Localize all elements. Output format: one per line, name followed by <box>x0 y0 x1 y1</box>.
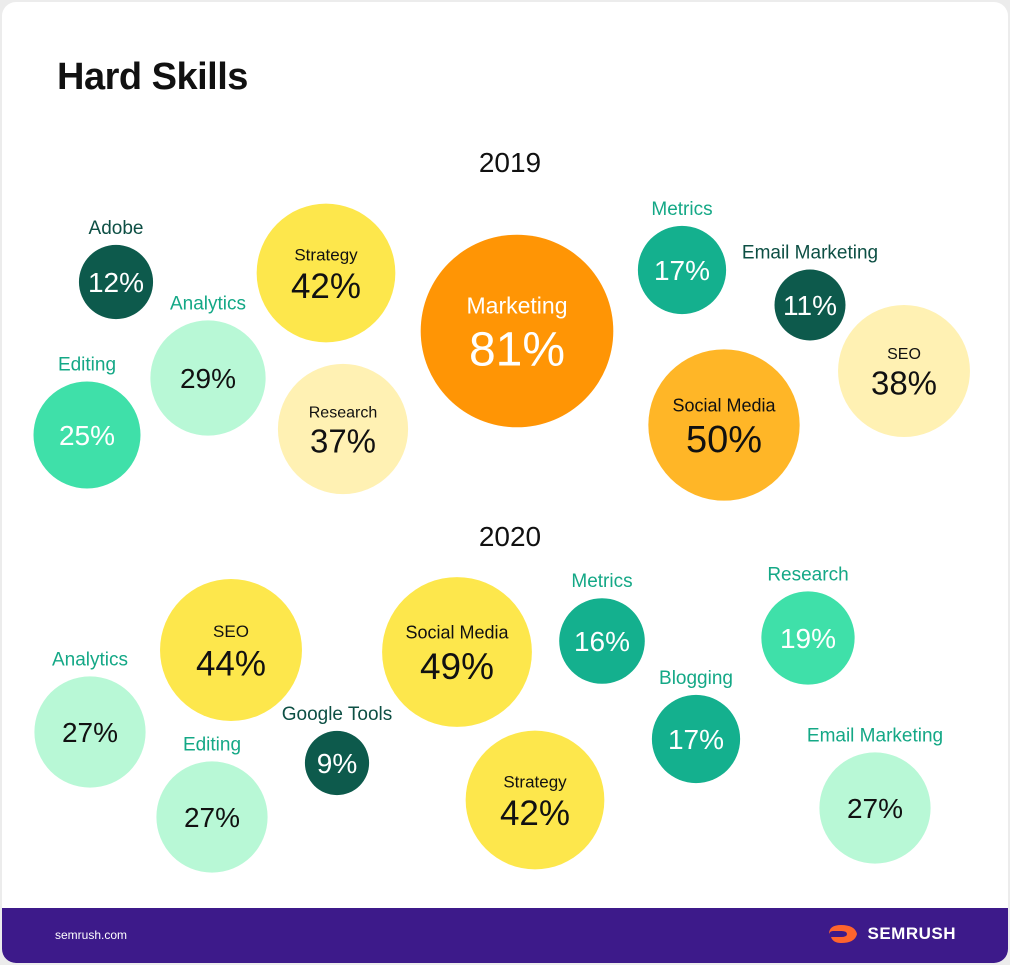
bubble-value-2019-marketing: 81% <box>469 324 565 377</box>
bubble-circle-2020-research <box>761 591 855 685</box>
footer-url: semrush.com <box>55 928 128 942</box>
bubble-2019-marketing: Marketing 81% <box>420 234 614 428</box>
bubble-2020-email-marketing: 27% Email Marketing <box>807 725 943 864</box>
bubble-label-2020-blogging: Blogging <box>659 668 733 689</box>
bubble-circle-2020-metrics <box>559 598 645 684</box>
bubble-2020-blogging: 17% Blogging <box>651 668 741 784</box>
bubble-value-2019-analytics: 29% <box>180 363 236 394</box>
bubble-label-2020-research: Research <box>767 564 848 585</box>
bubble-2019-editing: 25% Editing <box>33 355 141 489</box>
bubble-label-2020-strategy: Strategy <box>503 773 567 792</box>
bubble-value-2020-analytics: 27% <box>62 717 118 748</box>
bubble-circle-2020-email-marketing <box>819 752 931 864</box>
bubble-2019-metrics: 17% Metrics <box>637 199 727 315</box>
bubble-value-2019-seo: 38% <box>871 365 937 402</box>
bubble-circle-2019-analytics <box>150 320 266 436</box>
footer-bar: semrush.com SEMRUSH <box>2 908 1008 963</box>
bubble-label-2019-research: Research <box>309 404 377 421</box>
bubble-2020-google-tools: 9% Google Tools <box>282 704 393 796</box>
bubble-circle-2020-blogging <box>651 694 741 784</box>
bubble-circle-2020-strategy <box>465 730 605 870</box>
bubble-2020-strategy: Strategy 42% <box>465 730 605 870</box>
bubble-circle-2019-email-marketing <box>774 269 846 341</box>
bubble-label-2019-social-media: Social Media <box>672 395 776 415</box>
bubble-value-2019-email-marketing: 11% <box>783 290 837 321</box>
bubble-label-2019-analytics: Analytics <box>170 293 246 314</box>
bubble-label-2019-adobe: Adobe <box>89 218 144 239</box>
bubble-2019-email-marketing: 11% Email Marketing <box>742 243 878 341</box>
bubble-circle-2019-metrics <box>637 225 727 315</box>
bubble-label-2020-analytics: Analytics <box>52 649 128 670</box>
bubble-value-2020-metrics: 16% <box>574 626 630 657</box>
bubble-chart: Marketing 81% Social Media 50% Strategy 42% SE… <box>33 199 970 873</box>
year-2020-heading: 2020 <box>478 521 542 552</box>
bubble-value-2020-editing: 27% <box>184 802 240 833</box>
bubble-label-2020-seo: SEO <box>213 622 249 641</box>
semrush-flame-icon <box>829 925 858 943</box>
bubble-label-2019-editing: Editing <box>58 355 116 376</box>
bubble-value-2020-social-media: 49% <box>420 646 494 687</box>
bubble-value-2020-research: 19% <box>780 623 836 654</box>
bubble-circle-2020-google-tools <box>304 730 370 796</box>
bubble-label-2019-marketing: Marketing <box>467 293 568 319</box>
bubble-2020-social-media: Social Media 49% <box>382 577 532 727</box>
bubble-label-2020-google-tools: Google Tools <box>282 704 393 725</box>
bubble-label-2019-seo: SEO <box>887 346 921 363</box>
bubble-2019-analytics: 29% Analytics <box>150 293 266 436</box>
bubble-value-2019-adobe: 12% <box>88 267 144 298</box>
bubble-value-2019-strategy: 42% <box>291 267 361 306</box>
bubble-value-2019-metrics: 17% <box>654 255 710 286</box>
bubble-label-2020-email-marketing: Email Marketing <box>807 725 943 746</box>
bubble-circle-2019-social-media <box>648 349 800 501</box>
bubble-value-2019-editing: 25% <box>59 420 115 451</box>
page-title: Hard Skills <box>57 56 248 98</box>
bubble-circle-2020-analytics <box>34 676 146 788</box>
bubble-2020-metrics: 16% Metrics <box>559 571 645 684</box>
bubble-value-2019-research: 37% <box>310 422 376 459</box>
bubble-2020-seo: SEO 44% <box>160 579 302 721</box>
bubble-2020-research: 19% Research <box>761 564 855 685</box>
bubble-circle-2019-research <box>277 363 409 495</box>
brand-name: SEMRUSH <box>867 924 956 943</box>
bubble-2019-strategy: Strategy 42% <box>256 203 396 343</box>
bubble-label-2020-editing: Editing <box>183 734 241 755</box>
year-2019-heading: 2019 <box>478 147 542 178</box>
bubble-label-2019-metrics: Metrics <box>651 199 712 220</box>
bubble-circle-2019-editing <box>33 381 141 489</box>
bubble-value-2019-social-media: 50% <box>686 419 762 461</box>
bubble-value-2020-email-marketing: 27% <box>847 793 903 824</box>
bubble-2019-social-media: Social Media 50% <box>648 349 800 501</box>
bubble-label-2019-email-marketing: Email Marketing <box>742 243 878 264</box>
bubble-circle-2020-seo <box>160 579 302 721</box>
bubble-value-2020-strategy: 42% <box>500 794 570 833</box>
bubble-circle-2019-seo <box>838 305 970 437</box>
bubble-circle-2020-editing <box>156 761 268 873</box>
bubble-label-2020-metrics: Metrics <box>571 571 632 592</box>
bubble-2020-editing: 27% Editing <box>156 734 268 873</box>
bubble-label-2020-social-media: Social Media <box>405 623 509 643</box>
bubble-circle-2020-social-media <box>382 577 532 727</box>
bubble-circle-2019-adobe <box>78 244 154 320</box>
bubble-2019-seo: SEO 38% <box>838 305 970 437</box>
bubble-circle-2019-marketing <box>420 234 614 428</box>
bubble-value-2020-seo: 44% <box>196 645 266 684</box>
brand-logo: SEMRUSH <box>827 923 956 945</box>
bubble-2020-analytics: 27% Analytics <box>34 649 146 788</box>
bubble-value-2020-blogging: 17% <box>668 724 724 755</box>
bubble-2019-adobe: 12% Adobe <box>78 218 154 320</box>
bubble-label-2019-strategy: Strategy <box>294 246 358 265</box>
bubble-value-2020-google-tools: 9% <box>317 748 357 779</box>
bubble-circle-2019-strategy <box>256 203 396 343</box>
